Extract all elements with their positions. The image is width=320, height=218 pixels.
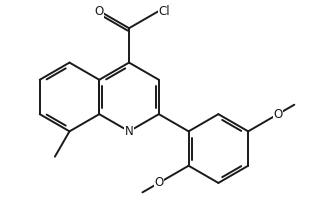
Text: N: N xyxy=(125,125,133,138)
Text: Cl: Cl xyxy=(159,5,171,17)
Text: O: O xyxy=(273,108,283,121)
Text: O: O xyxy=(95,5,104,17)
Text: O: O xyxy=(154,176,164,189)
